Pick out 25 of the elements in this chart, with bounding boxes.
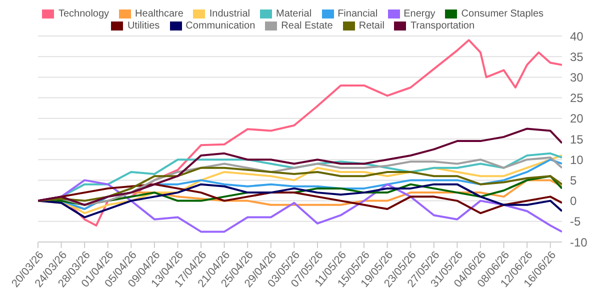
y-tick-label: -5	[570, 214, 581, 229]
legend-label: Transportation	[410, 20, 475, 32]
legend-label: Communication	[186, 20, 256, 32]
legend-label: Retail	[358, 20, 384, 32]
legend-label: Healthcare	[135, 8, 184, 20]
y-tick-label: 35	[570, 50, 584, 64]
legend-label: Material	[276, 8, 312, 20]
y-tick-label: 30	[570, 70, 584, 84]
y-tick-label: 5	[570, 173, 577, 188]
y-tick-label: 20	[570, 112, 584, 126]
line-series	[38, 166, 562, 202]
legend-label: Energy	[404, 8, 436, 20]
legend-label: Consumer Staples	[461, 8, 544, 20]
legend-label: Financial	[338, 8, 378, 20]
legend-label: Industrial	[209, 8, 250, 20]
y-tick-label: 15	[570, 132, 584, 146]
line-series	[38, 128, 562, 206]
legend-label: Utilities	[127, 20, 160, 32]
legend-label: Technology	[58, 8, 110, 20]
y-tick-label: 0	[570, 194, 577, 208]
y-tick-label: 40	[570, 29, 584, 44]
legend-label: Real Estate	[281, 20, 333, 32]
y-tick-label: 25	[570, 91, 584, 106]
y-tick-label: -10	[570, 235, 588, 250]
y-tick-label: 10	[570, 152, 584, 167]
